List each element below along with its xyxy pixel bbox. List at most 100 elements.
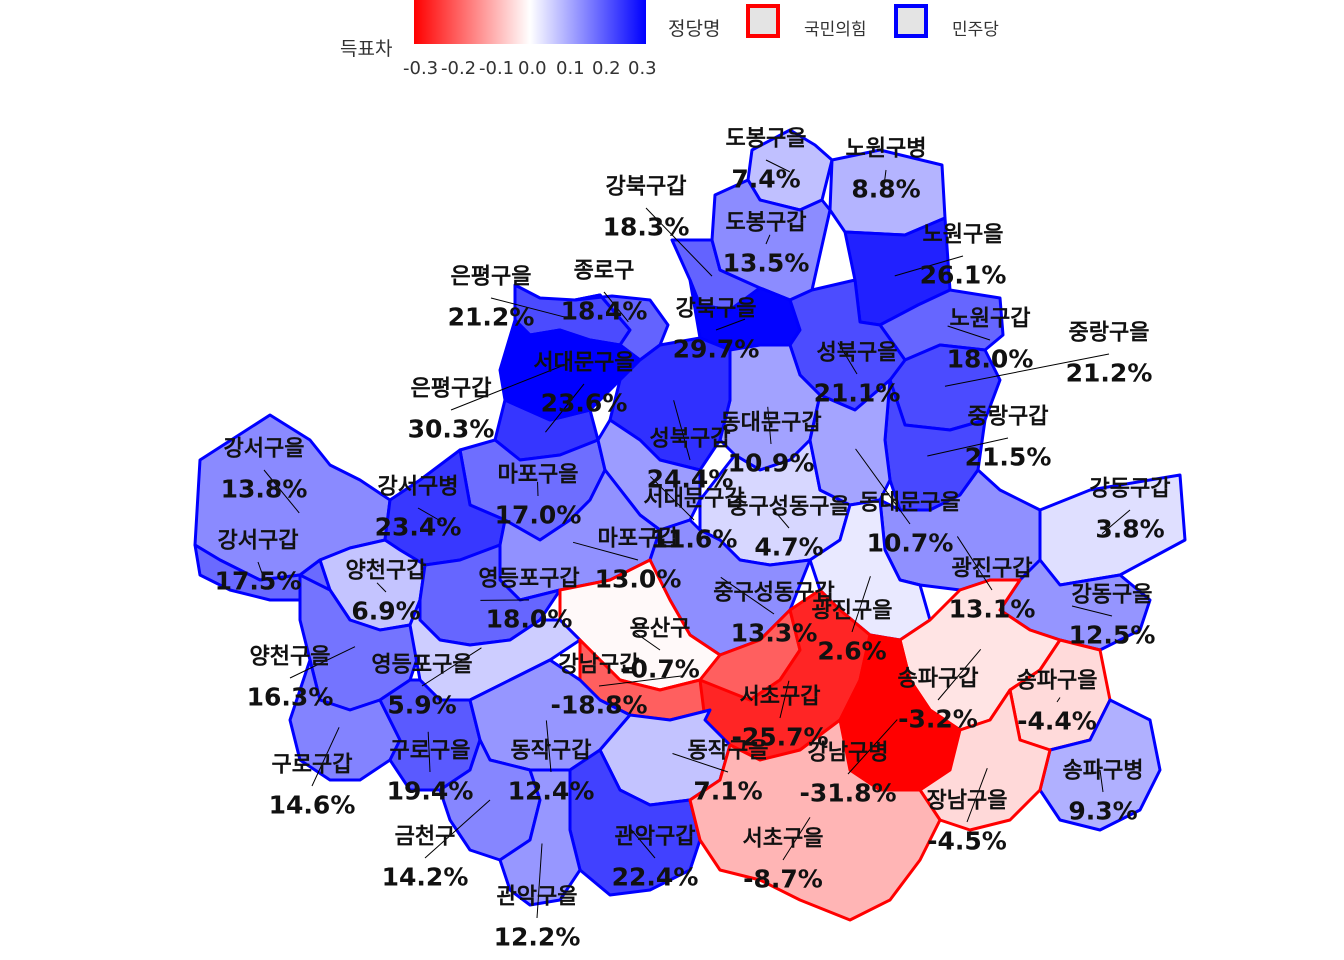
district-margin-value: 18.4% xyxy=(560,296,648,326)
leader-line xyxy=(765,159,791,173)
district-name: 송파구을 xyxy=(1016,668,1098,694)
district-margin-value: 14.2% xyxy=(381,862,469,892)
leader-line xyxy=(645,207,713,277)
district-margin-value: 13.3% xyxy=(730,618,818,648)
leader-line xyxy=(572,541,639,561)
margin-color-bar xyxy=(414,0,646,44)
district-label: 강남구갑 -18.8% xyxy=(550,654,647,718)
district-margin-value: 13.5% xyxy=(722,248,810,278)
leader-line xyxy=(767,406,772,445)
district-label: 양천구을 16.3% xyxy=(247,646,334,710)
leader-line xyxy=(289,646,356,679)
district-region xyxy=(688,718,942,922)
district-label: 광진구을 2.6% xyxy=(812,600,893,664)
district-name: 영등포구갑 xyxy=(478,566,580,592)
district-region xyxy=(918,688,1052,832)
district-label: 영등포구갑 18.0% xyxy=(478,566,580,634)
district-margin-value: 18.0% xyxy=(485,604,573,634)
leader-line xyxy=(311,727,340,787)
district-label: 강서구을 13.8% xyxy=(221,436,308,502)
district-margin-value: 10.7% xyxy=(866,528,954,558)
leader-line xyxy=(779,680,790,719)
district-name: 동작구갑 xyxy=(510,738,592,764)
district-label: 광진구갑 13.1% xyxy=(948,556,1036,624)
district-label: 용산구 -0.7% xyxy=(620,618,700,682)
district-label: 장남구을 -4.5% xyxy=(927,790,1008,854)
district-label: 중랑구을 21.2% xyxy=(1066,320,1153,386)
district-label: 금천구 14.2% xyxy=(381,826,469,892)
district-margin-value: 24.4% xyxy=(646,464,734,494)
district-name: 중랑구갑 xyxy=(967,404,1049,430)
district-name: 은평구을 xyxy=(450,264,532,290)
district-label: 서대문구갑 11.6% xyxy=(643,488,744,554)
leader-line xyxy=(490,297,568,319)
leader-line xyxy=(263,469,300,514)
district-margin-value: 21.5% xyxy=(964,442,1052,472)
leader-line xyxy=(649,476,695,521)
leader-line xyxy=(720,576,775,615)
district-label: 관악구갑 22.4% xyxy=(612,826,699,890)
district-margin-value: 11.6% xyxy=(650,524,738,554)
district-margin-value: 8.8% xyxy=(851,174,921,204)
district-label: 성북구갑 24.4% xyxy=(646,428,734,494)
district-name: 강서구을 xyxy=(223,436,305,462)
district-label: 강동구갑 3.8% xyxy=(1090,478,1171,544)
district-name: 송파구병 xyxy=(1062,758,1144,784)
leader-line xyxy=(944,353,1110,387)
district-margin-value: 21.2% xyxy=(447,302,535,332)
district-label: 중구성동구을 4.7% xyxy=(728,496,849,562)
district-region xyxy=(498,768,582,907)
district-name: 광진구갑 xyxy=(951,556,1033,582)
leader-line xyxy=(545,720,552,773)
district-margin-value: 4.7% xyxy=(754,532,824,562)
district-margin-value: -31.8% xyxy=(799,778,897,808)
district-region xyxy=(288,658,402,782)
district-label: 강북구갑 18.3% xyxy=(603,174,690,240)
district-name: 중랑구을 xyxy=(1068,320,1150,346)
leader-line xyxy=(715,318,746,331)
district-name: 양천구갑 xyxy=(345,558,427,584)
district-label: 구로구갑 14.6% xyxy=(269,754,356,818)
district-margin-value: 7.4% xyxy=(731,164,801,194)
district-name: 노원구을 xyxy=(922,222,1004,248)
leader-line xyxy=(424,799,491,859)
leader-line xyxy=(257,561,264,578)
district-label: 양천구갑 6.9% xyxy=(345,558,427,624)
leader-line xyxy=(937,648,982,701)
district-margin-value: 23.4% xyxy=(374,512,462,542)
legend-title: 득표차 xyxy=(340,38,393,60)
district-region xyxy=(808,378,892,507)
leader-line xyxy=(672,753,729,773)
district-name: 강남구병 xyxy=(807,740,889,766)
district-name: 강북구갑 xyxy=(605,174,687,200)
leader-line xyxy=(417,507,442,522)
district-name: 서초구을 xyxy=(742,826,824,852)
district-label: 강서구병 23.4% xyxy=(374,476,462,542)
district-label: 동작구을 7.1% xyxy=(688,740,769,804)
legend-tick: 0.2 xyxy=(592,58,621,79)
district-label: 동작구갑 12.4% xyxy=(507,738,595,806)
district-name: 강동구을 xyxy=(1071,582,1153,608)
district-label: 강남구병 -31.8% xyxy=(799,740,897,808)
leader-line xyxy=(1071,605,1113,617)
district-margin-value: 23.6% xyxy=(540,388,628,418)
district-margin-value: 12.4% xyxy=(507,776,595,806)
leader-line xyxy=(629,827,656,859)
legend-tick: 0.3 xyxy=(628,58,657,79)
leader-line xyxy=(855,448,911,525)
district-margin-value: -3.2% xyxy=(898,704,978,734)
leader-line xyxy=(536,843,543,919)
district-margin-value: 9.3% xyxy=(1068,796,1138,826)
district-label: 중구성동구갑 13.3% xyxy=(713,582,834,648)
district-label: 동대문구을 10.7% xyxy=(859,492,960,558)
district-label: 노원구을 26.1% xyxy=(920,222,1007,288)
district-margin-value: 29.7% xyxy=(672,334,760,364)
district-name: 성북구을 xyxy=(816,340,898,366)
leader-line xyxy=(947,325,991,341)
district-label: 마포구갑 13.0% xyxy=(595,528,682,592)
district-label: 강서구갑 17.5% xyxy=(215,530,302,594)
district-margin-value: 3.8% xyxy=(1095,514,1165,544)
legend-tick: 0.0 xyxy=(518,58,547,79)
label-leader-lines xyxy=(257,159,1131,919)
district-margin-value: 13.1% xyxy=(948,594,1036,624)
